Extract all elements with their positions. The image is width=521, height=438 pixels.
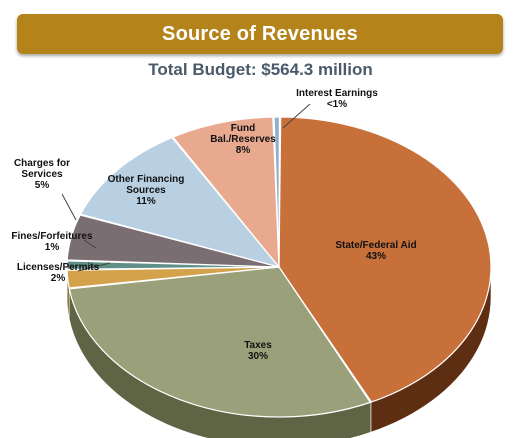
- leader-line-3: [83, 239, 97, 249]
- slice-label-2: Licenses/Permits 2%: [17, 262, 100, 284]
- slice-label-5: Other Financing Sources 11%: [108, 174, 185, 207]
- title-banner: Source of Revenues: [17, 14, 503, 54]
- pie-slice-4: [66, 214, 280, 268]
- pie-slice-1: [68, 266, 372, 418]
- slice-label-3: Fines/Forfeitures 1%: [11, 231, 93, 253]
- leader-line-4: [61, 193, 77, 221]
- pie-slice-5: [79, 136, 281, 269]
- pie-slice-6: [172, 116, 280, 269]
- slice-label-0: State/Federal Aid 43%: [335, 240, 416, 262]
- pie-slice-2: [66, 266, 280, 289]
- leader-line-7: [282, 103, 311, 129]
- chart-title: Source of Revenues: [162, 22, 358, 45]
- leader-line-2: [77, 262, 111, 272]
- slice-label-4: Charges for Services 5%: [14, 158, 70, 191]
- chart-subtitle: Total Budget: $564.3 million: [148, 60, 373, 79]
- slice-label-6: Fund Bal./Reserves 8%: [210, 123, 276, 156]
- pie-slice-0: [278, 116, 492, 403]
- pie-slice-3: [66, 260, 280, 270]
- slice-label-1: Taxes 30%: [244, 340, 272, 362]
- slice-label-7: Interest Earnings <1%: [296, 88, 378, 110]
- pie-slice-7: [273, 116, 281, 268]
